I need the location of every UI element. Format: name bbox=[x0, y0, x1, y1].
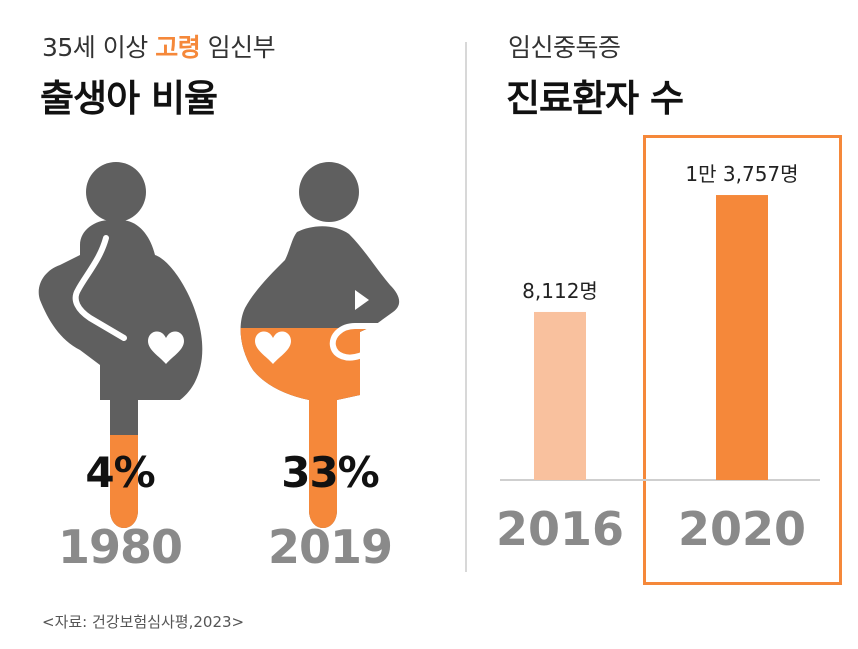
figure-head bbox=[299, 162, 359, 222]
percent-label-1980: 4% bbox=[85, 448, 155, 497]
pregnant-woman-icon-2019 bbox=[240, 162, 400, 528]
bar-2016 bbox=[534, 311, 586, 480]
figure-head bbox=[86, 162, 146, 222]
subtitle-highlight: 고령 bbox=[155, 33, 201, 62]
percent-label-2019: 33% bbox=[281, 448, 380, 497]
highlight-box-2020 bbox=[643, 135, 842, 585]
left-title: 출생아 비율 bbox=[40, 77, 218, 120]
panel-divider bbox=[465, 42, 467, 572]
value-label-2020: 1만 3,757명 bbox=[685, 162, 798, 186]
figure-fill-orange bbox=[240, 328, 400, 528]
heart-icon bbox=[255, 331, 291, 364]
left-subtitle: 35세 이상 고령 임신부 bbox=[42, 33, 276, 62]
figure-arm-outline bbox=[72, 235, 127, 341]
patients-bar-chart: 8,112명 2016 1만 3,757명 2020 bbox=[496, 162, 820, 556]
year-label-2016: 2016 bbox=[496, 502, 624, 556]
right-title: 진료환자 수 bbox=[506, 77, 684, 120]
bar-2020 bbox=[716, 195, 768, 480]
pregnant-woman-icon-1980 bbox=[38, 162, 203, 528]
year-label-2020: 2020 bbox=[678, 502, 806, 556]
right-subtitle: 임신중독증 bbox=[508, 33, 621, 62]
value-label-2016: 8,112명 bbox=[522, 279, 598, 303]
year-label-1980: 1980 bbox=[57, 520, 183, 574]
year-label-2019: 2019 bbox=[267, 520, 393, 574]
source-note: <자료: 건강보험심사평,2023> bbox=[42, 613, 245, 631]
figure-arm-notch bbox=[355, 290, 369, 310]
heart-icon bbox=[148, 331, 184, 364]
figure-arm-outline bbox=[329, 323, 398, 361]
